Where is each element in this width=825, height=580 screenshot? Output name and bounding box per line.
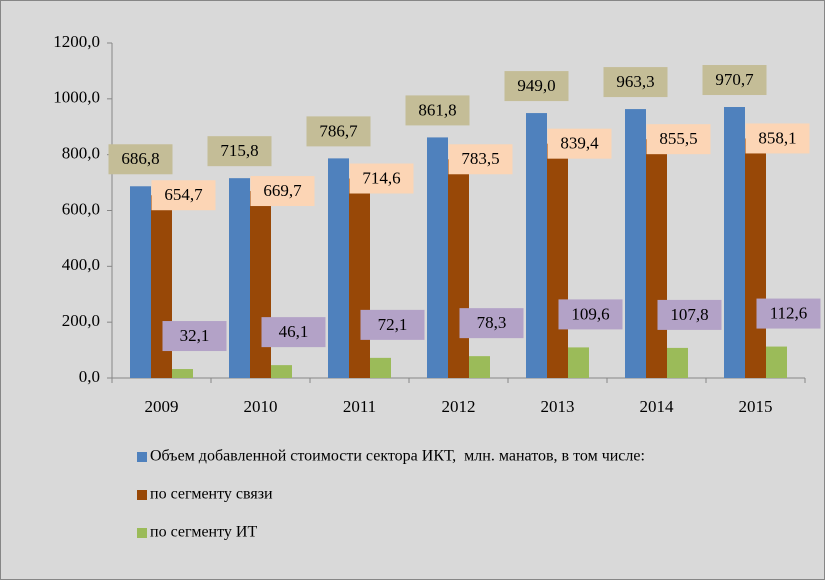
data-label-box (745, 123, 810, 154)
data-label: 112,6 (770, 303, 808, 322)
data-label-box (306, 116, 371, 147)
data-label-box (547, 128, 612, 159)
bar (172, 369, 193, 378)
bar (526, 113, 547, 378)
data-label: 686,8 (121, 149, 159, 168)
data-label-box (657, 299, 722, 330)
data-label-box (349, 163, 414, 194)
data-label: 783,5 (461, 149, 499, 168)
data-label-box (250, 176, 315, 207)
data-label: 839,4 (560, 134, 599, 153)
bar (766, 346, 787, 378)
data-label: 654,7 (164, 185, 203, 204)
bar (547, 143, 568, 378)
y-tick-label: 200,0 (62, 311, 100, 330)
x-tick-label: 2015 (739, 397, 773, 416)
data-label: 855,5 (659, 129, 697, 148)
data-label-box (459, 308, 524, 339)
legend-swatch (137, 452, 147, 462)
bar (130, 186, 151, 378)
data-label: 858,1 (758, 128, 796, 147)
y-tick-label: 1000,0 (53, 88, 100, 107)
bar (724, 107, 745, 379)
x-tick-label: 2011 (343, 397, 376, 416)
data-label-box (405, 95, 470, 126)
data-label-box (646, 124, 711, 155)
bar (667, 347, 688, 378)
data-label-box (504, 71, 569, 102)
bar (229, 178, 250, 378)
data-label: 963,3 (616, 72, 654, 91)
data-label-box (558, 299, 623, 330)
x-tick-label: 2013 (541, 397, 575, 416)
data-label: 32,1 (180, 326, 210, 345)
legend-label: по сегменту ИТ (150, 524, 257, 541)
y-tick-label: 1200,0 (53, 32, 100, 51)
legend-swatch (137, 490, 147, 500)
x-tick-label: 2014 (640, 397, 675, 416)
data-label-box (603, 67, 668, 98)
data-label: 949,0 (517, 76, 555, 95)
bar (349, 178, 370, 378)
data-label-box (261, 317, 326, 348)
y-tick-label: 400,0 (62, 255, 100, 274)
x-tick-label: 2010 (244, 397, 278, 416)
bar (568, 347, 589, 378)
bar (448, 159, 469, 378)
bar (469, 356, 490, 378)
x-tick-label: 2012 (442, 397, 476, 416)
data-label-box (702, 65, 767, 96)
bar (271, 365, 292, 378)
bar (427, 137, 448, 378)
bar (328, 158, 349, 378)
legend-label: по сегменту связи (150, 486, 273, 503)
y-tick-label: 600,0 (62, 199, 100, 218)
data-label-box (207, 136, 272, 167)
legend-swatch (137, 528, 147, 538)
data-label: 970,7 (715, 70, 754, 89)
legend-label: Объем добавленной стоимости сектора ИКТ,… (150, 448, 645, 465)
data-label: 786,7 (319, 121, 358, 140)
x-tick-label: 2009 (145, 397, 179, 416)
data-label: 861,8 (418, 100, 456, 119)
data-label-box (151, 180, 216, 211)
data-label-box (162, 321, 227, 352)
bar (646, 139, 667, 378)
data-label: 107,8 (670, 305, 708, 324)
data-label: 715,8 (220, 141, 258, 160)
data-label-box (108, 144, 173, 175)
data-label: 78,3 (477, 313, 507, 332)
data-label-box (360, 309, 425, 340)
data-label: 109,6 (571, 304, 609, 323)
data-label: 714,6 (362, 168, 400, 187)
data-label: 72,1 (378, 315, 408, 334)
data-label: 46,1 (279, 322, 309, 341)
bar (625, 109, 646, 379)
bar (370, 357, 391, 378)
y-tick-label: 800,0 (62, 144, 100, 163)
y-tick-label: 0,0 (79, 367, 100, 386)
data-label-box (448, 144, 513, 175)
bar (745, 138, 766, 378)
data-label: 669,7 (263, 181, 302, 200)
data-label-box (756, 298, 821, 329)
bar (250, 191, 271, 378)
